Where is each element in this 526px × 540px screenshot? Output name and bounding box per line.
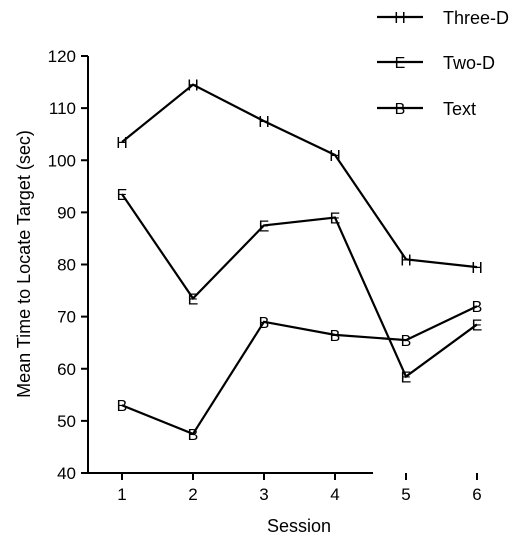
legend-label: Text [443, 99, 476, 119]
data-point-marker: E [259, 218, 270, 235]
y-tick-label: 80 [57, 256, 76, 275]
data-point-marker: H [329, 148, 341, 165]
legend-marker: E [395, 55, 406, 72]
y-tick-label: 100 [48, 151, 76, 170]
x-ticks: 1 2 3 4 5 6 [117, 473, 482, 504]
data-point-marker: H [400, 252, 412, 269]
legend-label: Three-D [443, 8, 509, 28]
data-point-marker: E [330, 211, 341, 228]
data-point-marker: E [472, 317, 483, 334]
y-tick-label: 90 [57, 203, 76, 222]
data-point-marker: B [401, 333, 412, 350]
series-line-two-d [121, 193, 478, 379]
x-tick-label: 4 [330, 485, 339, 504]
y-tick-label: 110 [49, 99, 76, 118]
x-tick-label: 5 [401, 485, 410, 504]
data-point-marker: B [117, 398, 128, 415]
axes [87, 56, 373, 474]
y-axis-title: Mean Time to Locate Target (sec) [14, 130, 34, 398]
series-three-d: H H H H H H [116, 78, 483, 277]
data-point-marker: E [188, 291, 199, 308]
x-tick-label: 2 [188, 485, 197, 504]
series-two-d: E E E E E E [117, 187, 483, 386]
data-point-marker: B [330, 328, 341, 345]
series-line-three-d [121, 83, 478, 269]
data-point-marker: E [401, 370, 412, 387]
legend: H Three-D E Two-D B Text [377, 8, 509, 119]
series-line-text [121, 305, 478, 436]
legend-item: H Three-D [377, 8, 509, 28]
legend-marker: B [395, 101, 406, 118]
series-text: B B B B B B [117, 299, 483, 444]
legend-marker: H [394, 10, 406, 27]
data-point-marker: E [117, 187, 128, 204]
y-tick-label: 40 [57, 464, 76, 483]
data-point-marker: B [472, 299, 483, 316]
data-point-marker: H [471, 260, 483, 277]
x-tick-label: 1 [117, 485, 126, 504]
y-ticks: 40 50 60 70 80 90 100 110 120 [48, 47, 88, 483]
legend-item: E Two-D [377, 53, 495, 73]
data-point-marker: H [187, 78, 199, 95]
y-tick-label: 120 [48, 47, 76, 66]
y-tick-label: 70 [57, 308, 76, 327]
legend-item: B Text [377, 99, 476, 119]
data-point-marker: B [188, 427, 199, 444]
data-point-marker: B [259, 315, 270, 332]
data-point-marker: H [258, 114, 270, 131]
y-tick-label: 60 [57, 360, 76, 379]
legend-label: Two-D [443, 53, 495, 73]
x-tick-label: 6 [472, 485, 481, 504]
data-point-marker: H [116, 135, 128, 152]
x-axis-title: Session [267, 516, 331, 536]
y-tick-label: 50 [57, 412, 76, 431]
x-tick-label: 3 [259, 485, 268, 504]
